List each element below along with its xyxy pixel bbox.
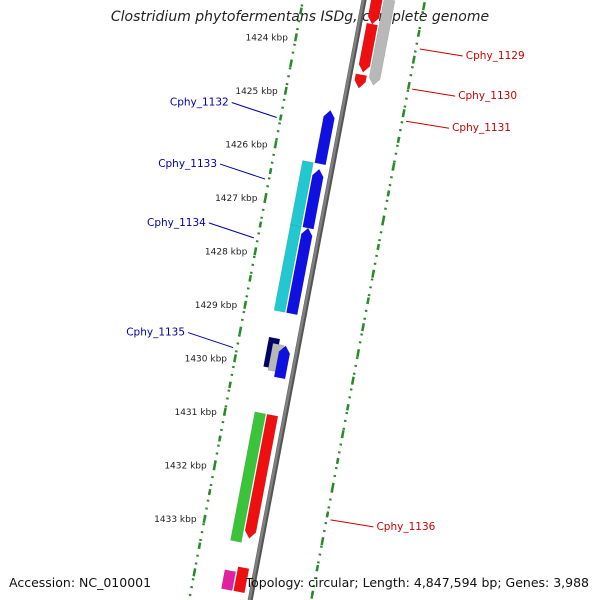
tick-mark <box>228 381 232 389</box>
genome-title: Clostridium phytofermentans ISDg, comple… <box>110 9 490 25</box>
tick-mark <box>381 216 386 225</box>
tick-mark <box>421 2 426 11</box>
tick-mark <box>278 114 283 121</box>
f-1129 <box>367 0 383 25</box>
backbone-layer <box>247 0 367 600</box>
f-1131 <box>354 73 368 89</box>
topology-label: Topology: circular; Length: 4,847,594 bp… <box>245 575 589 590</box>
f-1132 <box>314 109 335 166</box>
kbp-label: 1428 kbp <box>205 247 248 257</box>
tick-mark <box>391 162 396 171</box>
tick-mark <box>248 274 253 282</box>
tick-mark <box>238 328 242 335</box>
tick-mark <box>253 247 258 256</box>
tick-mark <box>361 323 365 332</box>
tick-mark <box>346 404 350 411</box>
gene-leader-line <box>419 48 463 57</box>
kbp-label: 1424 kbp <box>246 33 289 43</box>
tick-mark <box>289 60 293 68</box>
gene-labels: Cphy_1129 Cphy_1130 Cphy_1131 Cphy_1132 Cphy… <box>126 48 525 533</box>
backbone-highlight <box>248 0 365 600</box>
tick-mark <box>340 430 345 439</box>
tick-mark <box>268 167 273 175</box>
kbp-label: 1425 kbp <box>235 87 278 97</box>
f-1134-cyan <box>273 224 302 313</box>
f-1136-red <box>244 413 279 539</box>
f-1134-blue <box>286 227 313 316</box>
tick-mark <box>192 568 197 577</box>
tick-mark <box>283 86 288 95</box>
f-1130 <box>358 22 378 73</box>
tick-mark <box>411 55 416 64</box>
kbp-label: 1429 kbp <box>195 301 238 311</box>
kbp-label: 1426 kbp <box>225 140 268 150</box>
tick-mark <box>406 83 411 90</box>
gene-leader-line <box>330 519 374 528</box>
tick-mark <box>386 190 391 197</box>
kbp-label: 1431 kbp <box>174 408 217 418</box>
f-next-magenta <box>221 569 237 591</box>
tick-mark <box>356 350 360 358</box>
gene-leader-line <box>219 163 266 180</box>
tick-mark <box>293 33 298 42</box>
tick-mark <box>207 488 212 496</box>
tick-mark <box>376 243 381 251</box>
gene-label-cphy-1136: Cphy_1136 <box>376 521 435 533</box>
tick-mark <box>325 511 330 518</box>
tick-ring <box>188 0 427 600</box>
gene-leader-line <box>231 102 277 119</box>
tick-mark <box>330 483 335 492</box>
tick-mark <box>273 140 278 149</box>
tick-mark <box>222 407 227 416</box>
tick-mark <box>417 29 421 37</box>
tick-mark <box>335 457 340 465</box>
tick-mark <box>320 537 325 546</box>
tick-mark <box>299 7 303 14</box>
f-1135-blue <box>273 345 291 380</box>
gene-label-cphy-1130: Cphy_1130 <box>458 90 517 102</box>
gene-leader-line <box>208 222 255 239</box>
accession-label: Accession: NC_010001 <box>9 575 152 590</box>
tick-mark <box>263 193 268 202</box>
tick-mark <box>371 269 376 278</box>
tick-mark <box>315 564 320 572</box>
kbp-label: 1427 kbp <box>215 194 258 204</box>
tick-mark <box>310 590 315 599</box>
f-1136-green <box>230 411 267 543</box>
tick-mark <box>202 514 207 523</box>
gene-leader-line <box>412 88 456 97</box>
tick-mark <box>258 221 263 228</box>
gene-label-cphy-1131: Cphy_1131 <box>452 122 511 134</box>
f-1133-blue <box>302 168 324 230</box>
gene-leader-line <box>406 120 450 129</box>
tick-mark <box>212 461 217 470</box>
tick-mark <box>401 109 406 118</box>
tick-mark <box>218 435 222 442</box>
tick-mark <box>243 300 248 309</box>
kbp-label: 1432 kbp <box>164 461 207 471</box>
tick-mark <box>366 297 370 304</box>
gene-label-cphy-1135: Cphy_1135 <box>126 327 185 339</box>
kbp-label: 1430 kbp <box>185 354 228 364</box>
gene-label-cphy-1134: Cphy_1134 <box>147 217 206 229</box>
kbp-label: 1433 kbp <box>154 515 197 525</box>
gene-leader-line <box>187 332 234 349</box>
feature-track <box>221 0 396 594</box>
tick-mark <box>396 136 401 144</box>
gene-label-cphy-1132: Cphy_1132 <box>170 97 229 109</box>
f-next-red <box>233 566 250 594</box>
tick-mark <box>233 354 238 363</box>
tick-mark <box>350 376 355 385</box>
gene-label-cphy-1129: Cphy_1129 <box>466 50 525 62</box>
tick-ring-right <box>309 0 427 600</box>
tick-mark <box>197 542 202 549</box>
f-1129-gray <box>368 0 396 86</box>
gene-label-cphy-1133: Cphy_1133 <box>158 158 217 170</box>
